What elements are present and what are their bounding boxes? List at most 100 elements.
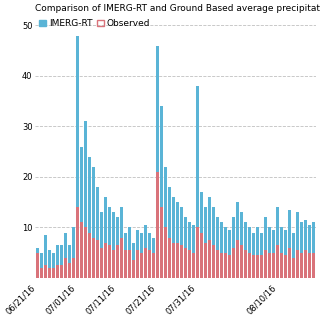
Bar xyxy=(164,167,167,278)
Bar xyxy=(300,222,303,278)
Bar xyxy=(196,86,199,278)
Bar xyxy=(296,212,299,278)
Bar xyxy=(48,268,51,278)
Bar xyxy=(260,255,263,278)
Bar xyxy=(100,212,103,278)
Bar xyxy=(88,233,91,278)
Bar xyxy=(220,222,223,278)
Bar xyxy=(292,233,295,278)
Bar xyxy=(280,228,283,278)
Bar xyxy=(276,207,279,278)
Bar xyxy=(216,217,219,278)
Bar xyxy=(100,248,103,278)
Bar xyxy=(92,167,95,278)
Bar xyxy=(136,250,139,278)
Bar xyxy=(304,250,307,278)
Bar xyxy=(44,235,47,278)
Bar xyxy=(188,222,191,278)
Bar xyxy=(200,233,203,278)
Bar xyxy=(36,248,39,278)
Bar xyxy=(36,253,39,278)
Bar xyxy=(188,250,191,278)
Bar xyxy=(208,240,211,278)
Bar xyxy=(204,207,207,278)
Bar xyxy=(256,228,259,278)
Bar xyxy=(172,243,175,278)
Bar xyxy=(80,222,83,278)
Bar xyxy=(224,253,227,278)
Bar xyxy=(252,233,255,278)
Bar xyxy=(300,253,303,278)
Bar xyxy=(108,207,111,278)
Bar xyxy=(76,36,79,278)
Bar xyxy=(156,172,159,278)
Bar xyxy=(296,250,299,278)
Bar xyxy=(220,253,223,278)
Bar xyxy=(56,265,59,278)
Bar xyxy=(84,121,87,278)
Bar xyxy=(112,212,115,278)
Bar xyxy=(168,237,171,278)
Bar xyxy=(308,225,311,278)
Bar xyxy=(44,265,47,278)
Bar xyxy=(272,230,275,278)
Bar xyxy=(168,187,171,278)
Bar xyxy=(148,250,151,278)
Bar xyxy=(284,230,287,278)
Bar xyxy=(248,253,251,278)
Bar xyxy=(128,228,131,278)
Bar xyxy=(240,245,243,278)
Bar xyxy=(248,228,251,278)
Bar xyxy=(88,157,91,278)
Bar xyxy=(208,197,211,278)
Bar xyxy=(104,197,107,278)
Bar xyxy=(288,210,291,278)
Bar xyxy=(196,228,199,278)
Bar xyxy=(304,220,307,278)
Bar xyxy=(140,233,143,278)
Bar xyxy=(128,250,131,278)
Bar xyxy=(156,46,159,278)
Bar xyxy=(108,245,111,278)
Bar xyxy=(84,228,87,278)
Bar xyxy=(60,245,63,278)
Bar xyxy=(280,253,283,278)
Bar xyxy=(228,230,231,278)
Bar xyxy=(212,245,215,278)
Bar xyxy=(244,250,247,278)
Bar xyxy=(216,250,219,278)
Bar xyxy=(64,233,67,278)
Bar xyxy=(228,255,231,278)
Bar xyxy=(64,258,67,278)
Bar xyxy=(272,253,275,278)
Bar xyxy=(80,147,83,278)
Bar xyxy=(72,258,75,278)
Bar xyxy=(312,222,315,278)
Bar xyxy=(264,217,267,278)
Bar xyxy=(192,253,195,278)
Bar xyxy=(116,217,119,278)
Bar xyxy=(192,225,195,278)
Bar xyxy=(288,248,291,278)
Bar xyxy=(240,212,243,278)
Bar xyxy=(212,207,215,278)
Bar xyxy=(152,237,155,278)
Bar xyxy=(224,228,227,278)
Bar xyxy=(180,207,183,278)
Bar xyxy=(152,253,155,278)
Bar xyxy=(172,197,175,278)
Bar xyxy=(96,187,99,278)
Bar xyxy=(124,233,127,278)
Bar xyxy=(236,202,239,278)
Bar xyxy=(144,225,147,278)
Bar xyxy=(40,268,43,278)
Bar xyxy=(92,237,95,278)
Bar xyxy=(52,253,55,278)
Bar xyxy=(256,255,259,278)
Bar xyxy=(244,222,247,278)
Legend: IMERG-RT, Observed: IMERG-RT, Observed xyxy=(37,17,152,30)
Bar xyxy=(116,245,119,278)
Bar xyxy=(68,263,71,278)
Bar xyxy=(160,207,163,278)
Bar xyxy=(120,237,123,278)
